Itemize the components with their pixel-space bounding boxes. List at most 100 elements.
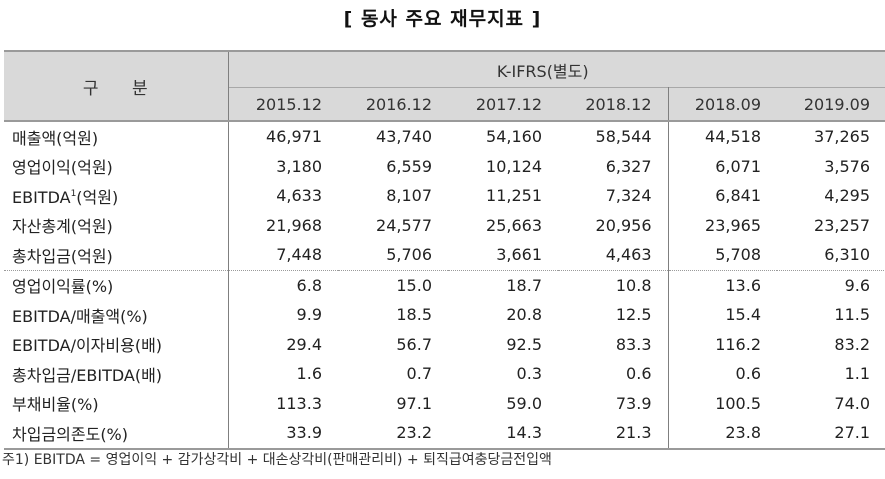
cell-value: 6,559 (386, 156, 432, 176)
row-label-main: EBITDA (12, 187, 71, 207)
accounting-standard-header: K-IFRS(별도) (228, 50, 885, 88)
cell-value: 113.3 (276, 393, 322, 413)
table-row: 부채비율(%) 113.3 97.1 59.0 73.9 100.5 74.0 (4, 388, 885, 418)
cell-value: 5,708 (668, 240, 777, 271)
period-header: 2018.09 (668, 87, 777, 122)
footnote-marker: 1 (70, 188, 77, 199)
table-row: 영업이익률(%) 6.8 15.0 18.7 10.8 13.6 9.6 (4, 270, 885, 300)
cell-value: 0.3 (516, 364, 542, 384)
cell-value: 18.7 (506, 275, 542, 295)
period-header: 2017.12 (448, 87, 558, 122)
row-label: 총차입금/EBITDA(배) (4, 359, 229, 389)
page-title: [ 동사 주요 재무지표 ] (343, 8, 542, 30)
cell-value: 18.5 (396, 305, 432, 325)
row-label: EBITDA/매출액(%) (4, 300, 229, 330)
cell-value: 97.1 (396, 393, 432, 413)
cell-value: 20,956 (558, 210, 669, 240)
cell-value: 9.9 (296, 305, 322, 325)
financial-indicators-table: 구 분 K-IFRS(별도) 2015.12 2016.12 2017.12 2… (4, 50, 885, 450)
cell-value: 59.0 (506, 393, 542, 413)
table-row: 차입금의존도(%) 33.9 23.2 14.3 21.3 23.8 27.1 (4, 418, 885, 450)
cell-value: 44,518 (705, 127, 761, 147)
cell-value: 1.6 (296, 364, 322, 384)
cell-value: 13.6 (725, 275, 761, 295)
cell-value: 83.3 (558, 329, 669, 359)
table-row: 영업이익(억원) 3,180 6,559 10,124 6,327 6,071 … (4, 151, 885, 181)
cell-value: 15.4 (725, 305, 761, 325)
cell-value: 12.5 (558, 300, 669, 330)
row-label: EBITDA1(억원) (4, 181, 229, 211)
cell-value: 21.3 (558, 418, 669, 450)
cell-value: 37,265 (814, 127, 871, 147)
table-row: EBITDA/이자비용(배) 29.4 56.7 92.5 83.3 116.2… (4, 329, 885, 359)
period-header: 2015.12 (228, 87, 338, 122)
cell-value: 8,107 (386, 186, 432, 206)
period-header: 2019.09 (777, 87, 885, 122)
cell-value: 4,463 (558, 240, 669, 271)
period-header: 2016.12 (338, 87, 448, 122)
header-row-periods: 2015.12 2016.12 2017.12 2018.12 2018.09 … (4, 87, 885, 122)
cell-value: 46,971 (266, 127, 322, 147)
label-column-header: 구 분 (4, 50, 229, 122)
cell-value: 25,663 (486, 215, 542, 235)
cell-value: 58,544 (558, 121, 669, 152)
row-label: EBITDA/이자비용(배) (4, 329, 229, 359)
cell-value: 3,661 (448, 240, 558, 271)
cell-value: 23.8 (668, 418, 777, 450)
cell-value: 83.2 (834, 334, 871, 354)
cell-value: 23,965 (705, 215, 761, 235)
cell-value: 10,124 (486, 156, 542, 176)
table-row: 자산총계(억원) 21,968 24,577 25,663 20,956 23,… (4, 210, 885, 240)
cell-value: 3,180 (276, 156, 322, 176)
cell-value: 6.8 (296, 275, 322, 295)
row-label: 차입금의존도(%) (4, 418, 229, 450)
row-label: 영업이익(억원) (4, 151, 229, 181)
table-row: EBITDA1(억원) 4,633 8,107 11,251 7,324 6,8… (4, 181, 885, 211)
table-row: 총차입금/EBITDA(배) 1.6 0.7 0.3 0.6 0.6 1.1 (4, 359, 885, 389)
row-label: 영업이익률(%) (4, 270, 229, 300)
cell-value: 56.7 (396, 334, 432, 354)
row-label: 부채비율(%) (4, 388, 229, 418)
cell-value: 33.9 (228, 418, 338, 450)
period-header: 2018.12 (558, 87, 669, 122)
cell-value: 7,324 (558, 181, 669, 211)
cell-value: 11,251 (486, 186, 542, 206)
cell-value: 6,327 (558, 151, 669, 181)
table-row: 매출액(억원) 46,971 43,740 54,160 58,544 44,5… (4, 121, 885, 152)
header-row-group: 구 분 K-IFRS(별도) (4, 50, 885, 122)
cell-value: 29.4 (286, 334, 322, 354)
row-label-unit: (억원) (76, 187, 119, 207)
cell-value: 100.5 (715, 393, 761, 413)
cell-value: 21,968 (266, 215, 322, 235)
cell-value: 6,841 (715, 186, 761, 206)
cell-value: 4,633 (276, 186, 322, 206)
cell-value: 6,310 (777, 240, 885, 271)
cell-value: 43,740 (376, 127, 432, 147)
cell-value: 54,160 (486, 127, 542, 147)
cell-value: 4,295 (824, 186, 871, 206)
cell-value: 73.9 (558, 388, 669, 418)
table-row: 총차입금(억원) 7,448 5,706 3,661 4,463 5,708 6… (4, 240, 885, 271)
cell-value: 0.6 (558, 359, 669, 389)
cell-value: 0.7 (406, 364, 432, 384)
cell-value: 23,257 (814, 215, 871, 235)
cell-value: 11.5 (834, 305, 871, 325)
cell-value: 92.5 (506, 334, 542, 354)
row-label: 매출액(억원) (4, 121, 229, 152)
cell-value: 3,576 (824, 156, 871, 176)
cell-value: 1.1 (844, 364, 871, 384)
row-label: 자산총계(억원) (4, 210, 229, 240)
cell-value: 14.3 (448, 418, 558, 450)
footnote: 주1) EBITDA = 영업이익 + 감가상각비 + 대손상각비(판매관리비)… (2, 452, 552, 468)
cell-value: 6,071 (715, 156, 761, 176)
cell-value: 116.2 (715, 334, 761, 354)
cell-value: 74.0 (834, 393, 871, 413)
cell-value: 24,577 (376, 215, 432, 235)
cell-value: 0.6 (735, 364, 761, 384)
cell-value: 7,448 (228, 240, 338, 271)
cell-value: 15.0 (396, 275, 432, 295)
cell-value: 20.8 (506, 305, 542, 325)
cell-value: 10.8 (558, 270, 669, 300)
table-row: EBITDA/매출액(%) 9.9 18.5 20.8 12.5 15.4 11… (4, 300, 885, 330)
cell-value: 9.6 (844, 275, 871, 295)
